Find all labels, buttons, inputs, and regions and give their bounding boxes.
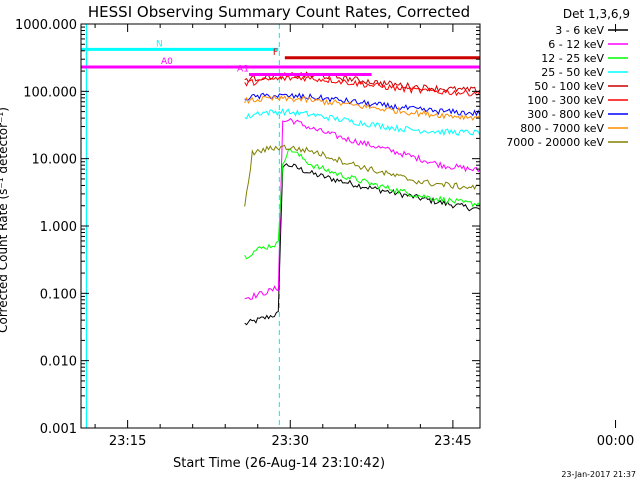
- legend-label-7: 800 - 7000 keV: [520, 122, 604, 135]
- y-tick-label: 1000.000: [15, 18, 77, 33]
- legend-label-5: 100 - 300 keV: [527, 94, 604, 107]
- series-line-8: [244, 144, 480, 207]
- y-tick-label: 100.000: [23, 85, 77, 100]
- legend-title: Det 1,3,6,9: [563, 7, 630, 21]
- legend-label-8: 7000 - 20000 keV: [506, 136, 604, 149]
- plot-area: NFA0A1S: [81, 24, 480, 428]
- legend-label-2: 12 - 25 keV: [541, 52, 604, 65]
- series-line-3: [244, 107, 480, 137]
- legend-label-3: 25 - 50 keV: [541, 66, 604, 79]
- legend-label-0: 3 - 6 keV: [555, 24, 604, 37]
- axes: 0.001 0.010 0.100 1.000 10.000 100.000 1000.00…: [15, 18, 634, 449]
- series-line-2: [244, 148, 480, 260]
- y-tick-label: 10.000: [32, 153, 78, 168]
- legend-label-4: 50 - 100 keV: [534, 80, 604, 93]
- series-line-6: [244, 92, 480, 117]
- x-tick-label: 23:15: [109, 434, 146, 449]
- x-axis-label: Start Time (26-Aug-14 23:10:42): [173, 456, 385, 471]
- series-line-1: [244, 118, 480, 300]
- y-axis-label-group: Corrected Count Rate (s⁻¹ detector⁻¹): [0, 107, 10, 333]
- y-tick-label: 0.001: [40, 422, 77, 437]
- x-tick-label: 00:00: [597, 434, 634, 449]
- footer-timestamp: 23-Jan-2017 21:37: [561, 470, 636, 479]
- legend-label-1: 6 - 12 keV: [548, 38, 604, 51]
- x-tick-label: 23:30: [272, 434, 309, 449]
- legend-label-6: 300 - 800 keV: [527, 108, 604, 121]
- y-tick-label: 0.010: [40, 355, 77, 370]
- x-tick-label: 23:45: [434, 434, 471, 449]
- chart-title: HESSI Observing Summary Count Rates, Cor…: [88, 3, 470, 21]
- plot-content: NFA0A1S: [81, 24, 480, 428]
- y-axis-label: Corrected Count Rate (s⁻¹ detector⁻¹): [0, 107, 10, 333]
- flag-label-0: N: [156, 39, 163, 49]
- series-line-4: [244, 71, 480, 94]
- flag-label-2: A0: [161, 57, 173, 67]
- series-line-7: [244, 94, 480, 122]
- y-tick-label: 1.000: [40, 220, 77, 235]
- series-line-5: [244, 75, 480, 97]
- flag-label-1: F: [273, 48, 278, 58]
- y-tick-label: 0.100: [40, 287, 77, 302]
- series-line-0: [244, 163, 480, 326]
- flag-label-3: A1: [237, 64, 249, 74]
